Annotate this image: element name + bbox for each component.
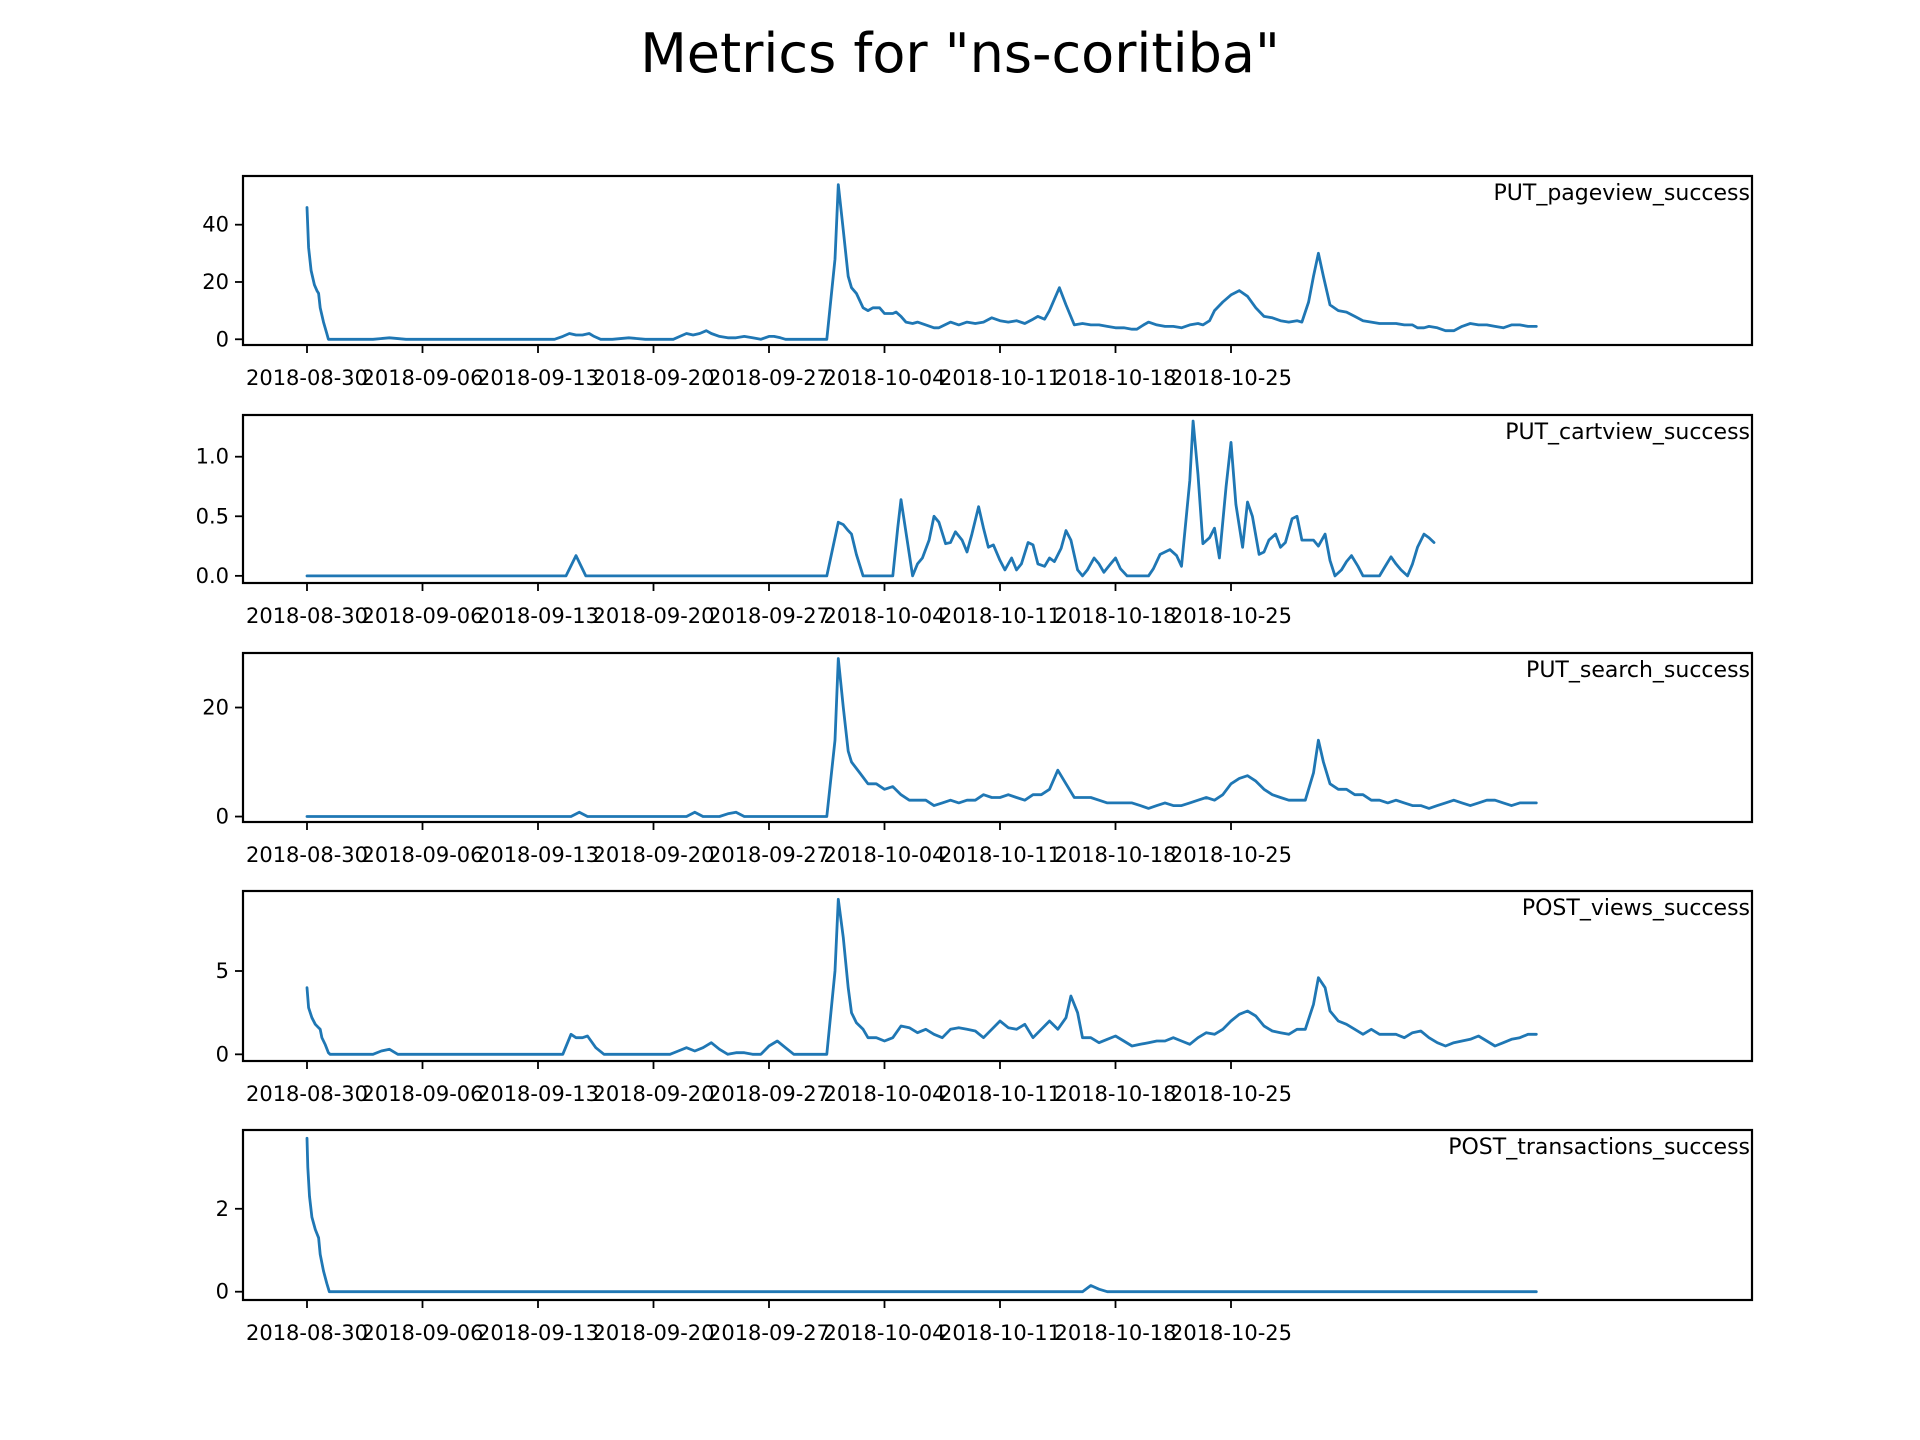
x-tick-label: 2018-09-27 <box>708 843 830 867</box>
plot-frame <box>241 1128 1754 1302</box>
x-tick-label: 2018-10-04 <box>823 1082 945 1106</box>
x-tick-label: 2018-09-20 <box>592 843 714 867</box>
x-tick-label: 2018-09-20 <box>592 1321 714 1345</box>
series-label: POST_views_success <box>1522 896 1750 921</box>
y-tick-label: 20 <box>202 270 229 294</box>
x-tick-label: 2018-08-30 <box>246 1321 368 1345</box>
y-tick-label: 0.0 <box>196 564 229 588</box>
x-tick-label: 2018-09-06 <box>361 366 483 390</box>
x-tick-label: 2018-10-11 <box>939 366 1061 390</box>
x-tick-label: 2018-09-27 <box>708 366 830 390</box>
x-tick-label: 2018-10-25 <box>1170 1321 1292 1345</box>
panel-PUT_cartview_success: PUT_cartview_success0.00.51.02018-08-302… <box>196 413 1754 628</box>
x-tick-label: 2018-08-30 <box>246 1082 368 1106</box>
x-tick-label: 2018-10-04 <box>823 604 945 628</box>
x-tick-label: 2018-08-30 <box>246 604 368 628</box>
x-tick-label: 2018-09-06 <box>361 604 483 628</box>
plot-frame <box>241 889 1754 1063</box>
x-tick-label: 2018-10-25 <box>1170 366 1292 390</box>
x-tick-label: 2018-10-25 <box>1170 1082 1292 1106</box>
y-tick-label: 0 <box>216 327 229 351</box>
x-tick-label: 2018-10-18 <box>1054 1082 1176 1106</box>
y-tick-label: 1.0 <box>196 445 229 469</box>
x-tick-label: 2018-09-06 <box>361 1082 483 1106</box>
series-label: POST_transactions_success <box>1448 1135 1750 1160</box>
series-line-POST_views_success <box>305 897 1538 1056</box>
x-tick-label: 2018-10-18 <box>1054 1321 1176 1345</box>
x-tick-label: 2018-10-25 <box>1170 604 1292 628</box>
series-label: PUT_pageview_success <box>1494 181 1750 206</box>
x-tick-label: 2018-09-13 <box>477 843 599 867</box>
y-tick-label: 40 <box>202 213 229 237</box>
y-tick-label: 0 <box>216 1280 229 1304</box>
panel-POST_transactions_success: POST_transactions_success022018-08-30201… <box>216 1128 1754 1345</box>
x-tick-label: 2018-09-20 <box>592 366 714 390</box>
x-tick-label: 2018-10-04 <box>823 366 945 390</box>
x-tick-label: 2018-09-13 <box>477 1321 599 1345</box>
x-tick-label: 2018-10-11 <box>939 843 1061 867</box>
x-tick-label: 2018-09-13 <box>477 604 599 628</box>
x-tick-label: 2018-08-30 <box>246 366 368 390</box>
y-tick-label: 20 <box>202 696 229 720</box>
chart-title: Metrics for "ns-coritiba" <box>640 22 1280 85</box>
x-tick-label: 2018-09-27 <box>708 1082 830 1106</box>
x-tick-label: 2018-10-04 <box>823 843 945 867</box>
panel-PUT_pageview_success: PUT_pageview_success020402018-08-302018-… <box>202 174 1754 390</box>
x-tick-label: 2018-09-27 <box>708 1321 830 1345</box>
x-tick-label: 2018-10-18 <box>1054 366 1176 390</box>
x-tick-label: 2018-09-13 <box>477 366 599 390</box>
x-tick-label: 2018-09-06 <box>361 1321 483 1345</box>
y-tick-label: 0 <box>216 805 229 829</box>
x-tick-label: 2018-10-25 <box>1170 843 1292 867</box>
series-line-PUT_cartview_success <box>305 419 1436 578</box>
x-tick-label: 2018-09-27 <box>708 604 830 628</box>
chart-panels: PUT_pageview_success020402018-08-302018-… <box>196 174 1754 1345</box>
plot-frame <box>241 651 1754 824</box>
x-tick-label: 2018-10-11 <box>939 1321 1061 1345</box>
x-tick-label: 2018-09-13 <box>477 1082 599 1106</box>
x-tick-label: 2018-10-18 <box>1054 604 1176 628</box>
panel-PUT_search_success: PUT_search_success 0 20 2018-08-302018-09-0… <box>202 651 1754 867</box>
series-line-PUT_pageview_success <box>305 183 1538 341</box>
series-line-PUT_search_success <box>305 657 1538 818</box>
y-tick-label: 0.5 <box>196 504 229 528</box>
series-line-POST_transactions_success <box>305 1136 1538 1294</box>
x-tick-label: 2018-10-11 <box>939 604 1061 628</box>
plot-frame <box>241 413 1754 585</box>
plot-frame <box>241 174 1754 347</box>
y-tick-label: 0 <box>216 1042 229 1066</box>
y-tick-label: 5 <box>216 959 229 983</box>
x-tick-label: 2018-09-20 <box>592 1082 714 1106</box>
x-tick-label: 2018-10-18 <box>1054 843 1176 867</box>
x-tick-label: 2018-08-30 <box>246 843 368 867</box>
x-tick-label: 2018-09-06 <box>361 843 483 867</box>
x-tick-label: 2018-10-11 <box>939 1082 1061 1106</box>
series-label: PUT_search_success <box>1526 658 1750 683</box>
series-label: PUT_cartview_success <box>1505 420 1750 445</box>
x-tick-label: 2018-10-04 <box>823 1321 945 1345</box>
x-tick-label: 2018-09-20 <box>592 604 714 628</box>
panel-POST_views_success: POST_views_success 0 5 2018-08-302018-09-06… <box>216 889 1754 1106</box>
y-tick-label: 2 <box>216 1197 229 1221</box>
